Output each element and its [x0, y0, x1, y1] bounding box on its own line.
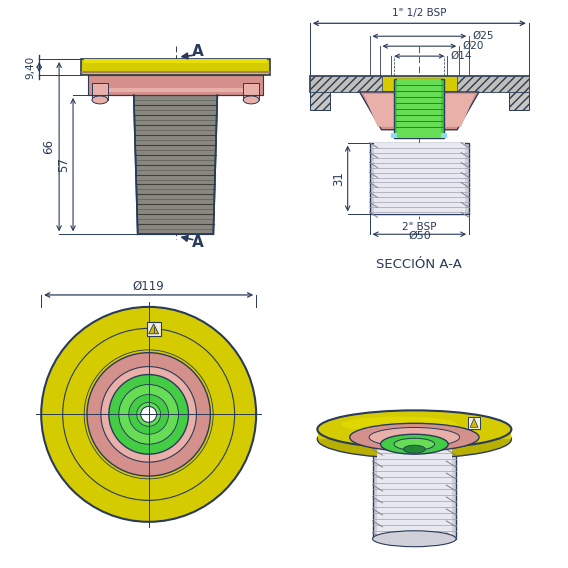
- Bar: [147, 322, 161, 336]
- Text: Ø20: Ø20: [462, 41, 483, 51]
- Bar: [93, 88, 258, 92]
- Circle shape: [41, 307, 256, 522]
- Ellipse shape: [369, 428, 460, 447]
- Text: Ø14: Ø14: [450, 51, 471, 61]
- Polygon shape: [133, 95, 218, 234]
- Text: 57: 57: [57, 157, 70, 172]
- Circle shape: [62, 328, 235, 500]
- Circle shape: [141, 406, 157, 423]
- Circle shape: [101, 366, 197, 462]
- Text: 31: 31: [332, 171, 345, 186]
- Ellipse shape: [373, 531, 456, 547]
- Bar: [310, 76, 529, 92]
- Circle shape: [129, 394, 169, 435]
- Text: Ø25: Ø25: [472, 31, 494, 41]
- Circle shape: [119, 385, 178, 444]
- Text: 2" BSP: 2" BSP: [402, 222, 437, 232]
- Text: 66: 66: [42, 139, 55, 154]
- Bar: [88, 75, 263, 95]
- Bar: [310, 92, 330, 110]
- Bar: [394, 79, 444, 137]
- Text: 9,40: 9,40: [25, 56, 35, 78]
- Bar: [310, 76, 382, 92]
- Polygon shape: [364, 94, 475, 127]
- Bar: [374, 143, 465, 214]
- Bar: [468, 417, 480, 429]
- Circle shape: [137, 402, 161, 427]
- Circle shape: [109, 374, 189, 454]
- Text: Ø119: Ø119: [133, 280, 165, 293]
- Polygon shape: [470, 419, 478, 427]
- Polygon shape: [360, 92, 479, 130]
- Bar: [373, 449, 456, 539]
- Bar: [398, 79, 441, 137]
- Ellipse shape: [243, 96, 259, 104]
- Text: 1" 1/2 BSP: 1" 1/2 BSP: [392, 9, 446, 18]
- Bar: [509, 92, 529, 110]
- Bar: [457, 76, 529, 92]
- Ellipse shape: [394, 438, 435, 450]
- Ellipse shape: [350, 423, 479, 451]
- Bar: [370, 143, 469, 214]
- Ellipse shape: [381, 435, 448, 454]
- Text: A: A: [191, 44, 203, 59]
- Ellipse shape: [341, 417, 458, 432]
- Bar: [84, 59, 267, 63]
- Ellipse shape: [318, 420, 511, 458]
- Bar: [81, 59, 270, 75]
- Circle shape: [87, 353, 210, 476]
- Ellipse shape: [318, 410, 511, 448]
- Bar: [377, 449, 452, 539]
- Bar: [243, 83, 259, 100]
- Ellipse shape: [403, 445, 425, 453]
- Text: Ø50: Ø50: [408, 231, 431, 241]
- Text: SECCIÓN A-A: SECCIÓN A-A: [377, 258, 462, 270]
- Bar: [81, 71, 270, 73]
- Bar: [92, 83, 108, 100]
- Ellipse shape: [92, 96, 108, 104]
- Bar: [391, 133, 447, 137]
- Text: A: A: [191, 235, 203, 250]
- Polygon shape: [149, 324, 158, 334]
- Polygon shape: [318, 429, 511, 439]
- Circle shape: [84, 350, 213, 479]
